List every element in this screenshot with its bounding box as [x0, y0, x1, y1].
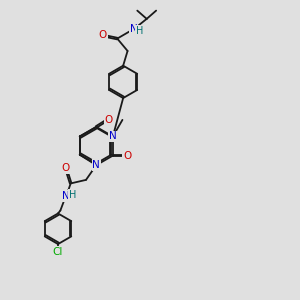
Text: O: O	[61, 163, 70, 173]
Text: Cl: Cl	[53, 247, 63, 257]
Text: N: N	[62, 191, 70, 201]
Text: O: O	[98, 30, 107, 40]
Text: O: O	[123, 151, 131, 160]
Text: N: N	[109, 131, 117, 142]
Text: O: O	[104, 115, 113, 125]
Text: N: N	[92, 160, 100, 170]
Text: H: H	[136, 26, 144, 36]
Text: H: H	[69, 190, 76, 200]
Text: N: N	[130, 24, 137, 34]
